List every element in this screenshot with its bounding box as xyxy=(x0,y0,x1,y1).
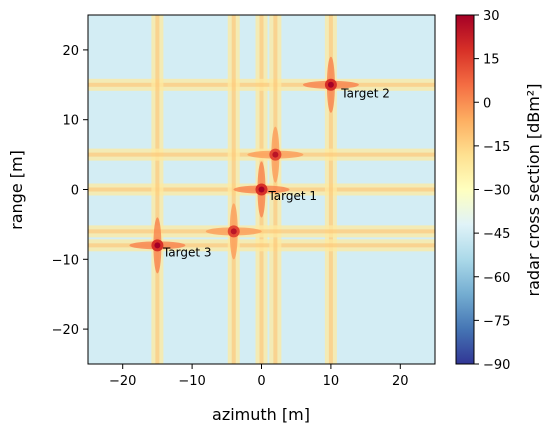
x-axis-label: azimuth [m] xyxy=(212,405,310,424)
colorbar-tick-label: −75 xyxy=(483,314,510,329)
range-sidelobe-core-3 xyxy=(88,243,435,248)
y-axis-ticks: −20 −10 0 10 20 xyxy=(52,44,88,338)
peak-1 xyxy=(258,186,265,193)
colorbar-tick-label: −15 xyxy=(483,140,510,155)
peak-3 xyxy=(154,242,161,249)
x-tick-label: −10 xyxy=(178,374,205,389)
peak-2 xyxy=(327,81,334,88)
annotation-target-2: Target 2 xyxy=(340,86,390,100)
y-tick-label: 0 xyxy=(71,184,79,199)
colorbar-ticks: 30 15 0 −15 −30 −45 −60 −75 −90 xyxy=(474,9,510,373)
x-tick-label: −20 xyxy=(109,374,136,389)
colorbar-tick-label: −60 xyxy=(483,271,510,286)
x-tick-label: 10 xyxy=(323,374,340,389)
y-tick-label: 20 xyxy=(62,44,79,59)
target-peaks xyxy=(129,56,359,274)
azimuth-sidelobe-core-2 xyxy=(328,15,333,364)
colorbar-tick-label: 30 xyxy=(483,9,500,24)
colorbar xyxy=(455,14,475,365)
colorbar-tick-label: −90 xyxy=(483,358,510,373)
peak-4 xyxy=(272,151,279,158)
colorbar-tick-label: 0 xyxy=(483,96,491,111)
annotation-target-3: Target 3 xyxy=(162,246,212,260)
x-tick-label: 0 xyxy=(257,374,265,389)
annotation-target-1: Target 1 xyxy=(267,189,317,203)
colorbar-tick-label: 15 xyxy=(483,53,500,68)
y-tick-label: 10 xyxy=(62,114,79,129)
y-axis-label: range [m] xyxy=(7,150,26,230)
azimuth-sidelobe-core-3 xyxy=(155,15,160,364)
peak-5 xyxy=(230,228,237,235)
colorbar-label: radar cross section [dBm²] xyxy=(524,84,543,297)
y-tick-label: −10 xyxy=(52,253,79,268)
x-axis-ticks: −20 −10 0 10 20 xyxy=(109,364,409,389)
x-tick-label: 20 xyxy=(392,374,409,389)
range-sidelobe-core-2 xyxy=(88,82,435,87)
heatmap-area xyxy=(88,15,435,364)
colorbar-tick-label: −30 xyxy=(483,184,510,199)
target-annotations: Target 1 Target 2 Target 3 xyxy=(162,86,390,259)
y-tick-label: −20 xyxy=(52,323,79,338)
colorbar-tick-label: −45 xyxy=(483,227,510,242)
